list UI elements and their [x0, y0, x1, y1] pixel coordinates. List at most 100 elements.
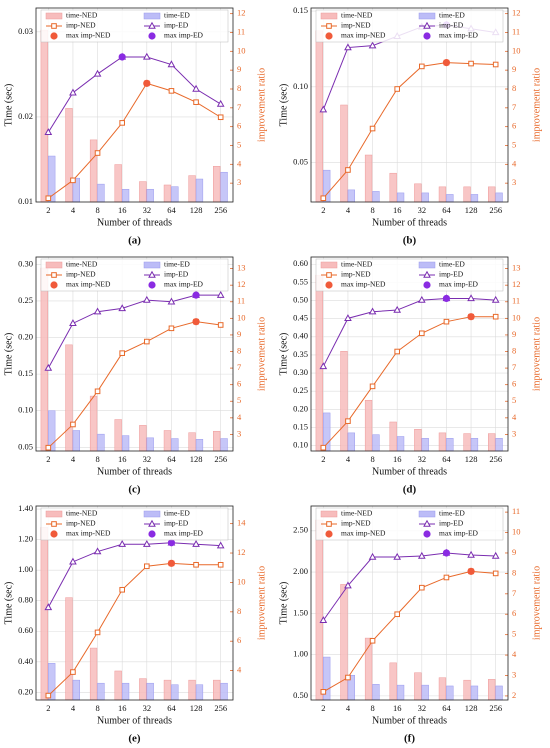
- line: [322, 316, 496, 449]
- legend-swatch: [143, 12, 161, 20]
- marker: [326, 272, 332, 278]
- legend-box: [315, 507, 504, 541]
- bar: [438, 186, 447, 203]
- y2-tick-label: 6: [237, 635, 241, 645]
- x-tick-label: 16: [118, 205, 127, 215]
- bar: [213, 679, 221, 701]
- marker: [148, 270, 156, 278]
- bar: [414, 428, 422, 452]
- marker: [69, 319, 77, 327]
- y2-tick-label: 5: [237, 395, 241, 405]
- marker: [216, 541, 225, 549]
- y-tick-label: 0.25: [18, 295, 33, 305]
- legend-label: imp-NED: [341, 519, 371, 528]
- legend-label: imp-NED: [66, 21, 96, 30]
- bar: [364, 399, 373, 452]
- y2-tick-label: 6: [237, 121, 241, 131]
- bar: [495, 192, 503, 203]
- bar: [114, 419, 122, 452]
- y2-tick-label: 11: [237, 26, 245, 36]
- plot-frame: [310, 7, 509, 203]
- x-tick-label: 128: [465, 205, 478, 215]
- bar: [463, 679, 471, 701]
- y2-tick-label: 10: [237, 576, 246, 586]
- marker: [423, 21, 431, 29]
- y-tick-label: 0.35: [293, 349, 308, 359]
- panel: 0.200.400.600.801.001.201.402 4 8 16 32 64 128…: [3, 503, 267, 745]
- marker: [467, 294, 475, 302]
- plot-frame: [310, 256, 509, 452]
- bar: [372, 434, 380, 452]
- bar: [220, 438, 228, 452]
- y2-tick-label: 12: [237, 547, 246, 557]
- bar: [495, 685, 503, 701]
- x-tick-label: 2: [321, 454, 325, 464]
- y2-tick-label: 4: [237, 665, 242, 675]
- y2-tick-label: 13: [512, 263, 521, 273]
- marker: [148, 519, 156, 527]
- caption: (d): [403, 484, 417, 496]
- y2-axis-title: improvement ratio: [256, 68, 267, 142]
- legend-box: [40, 507, 229, 541]
- marker: [50, 530, 58, 538]
- x-tick-label: 32: [143, 454, 152, 464]
- y2-tick-label: 4: [512, 158, 517, 168]
- y2-tick-label: 13: [237, 263, 246, 273]
- bar: [121, 682, 130, 701]
- marker: [326, 23, 332, 29]
- y-axis-title: Time (sec): [3, 333, 14, 376]
- marker: [491, 295, 500, 303]
- marker: [118, 304, 127, 312]
- x-tick-label: 8: [370, 205, 374, 215]
- y-tick-label: 0.50: [293, 690, 308, 700]
- y2-tick-label: 3: [237, 428, 241, 438]
- marker: [325, 281, 333, 289]
- y-tick-label: 0.01: [18, 196, 33, 206]
- bar: [495, 438, 503, 452]
- marker: [368, 307, 377, 315]
- plot-frame: [35, 256, 234, 452]
- legend-label: time-ED: [164, 509, 190, 518]
- y-axis-title: Time (sec): [278, 582, 289, 625]
- y-tick-label: 0.03: [18, 26, 33, 36]
- bar: [163, 184, 172, 203]
- marker: [345, 418, 351, 424]
- legend-box: [315, 9, 504, 43]
- caption: (a): [128, 235, 141, 247]
- marker: [419, 330, 425, 337]
- legend: time-NED time-ED imp-NED imp-ED max imp-NED m…: [315, 258, 504, 292]
- line: [47, 562, 221, 696]
- y-tick-label: 0.60: [18, 625, 33, 635]
- x-tick-label: 2: [46, 703, 50, 713]
- legend-swatch: [45, 510, 63, 518]
- x-tick-label: 2: [46, 454, 50, 464]
- bar: [146, 682, 154, 701]
- marker: [443, 318, 450, 325]
- legend-label: max imp-ED: [164, 31, 204, 40]
- bar: [389, 421, 397, 452]
- legend-label: max imp-ED: [439, 280, 479, 289]
- legend-box: [315, 258, 504, 292]
- legend-label: max imp-ED: [164, 280, 204, 289]
- marker: [443, 574, 450, 581]
- legend-label: max imp-NED: [66, 31, 111, 40]
- marker: [51, 23, 57, 29]
- marker: [345, 674, 351, 681]
- marker: [344, 314, 352, 322]
- marker: [167, 60, 176, 68]
- y-tick-label: 0.10: [293, 81, 308, 91]
- marker: [69, 557, 77, 565]
- x-tick-label: 32: [143, 703, 152, 713]
- marker: [319, 616, 328, 624]
- legend-label: imp-ED: [439, 21, 464, 30]
- y-axis-title: Time (sec): [3, 84, 14, 127]
- bar: [470, 438, 479, 452]
- bar: [171, 438, 179, 452]
- y2-tick-label: 12: [512, 8, 521, 18]
- marker: [423, 530, 431, 538]
- y2-tick-label: 7: [237, 102, 241, 112]
- line: [322, 297, 496, 367]
- x-tick-label: 256: [489, 703, 502, 713]
- marker: [442, 59, 451, 67]
